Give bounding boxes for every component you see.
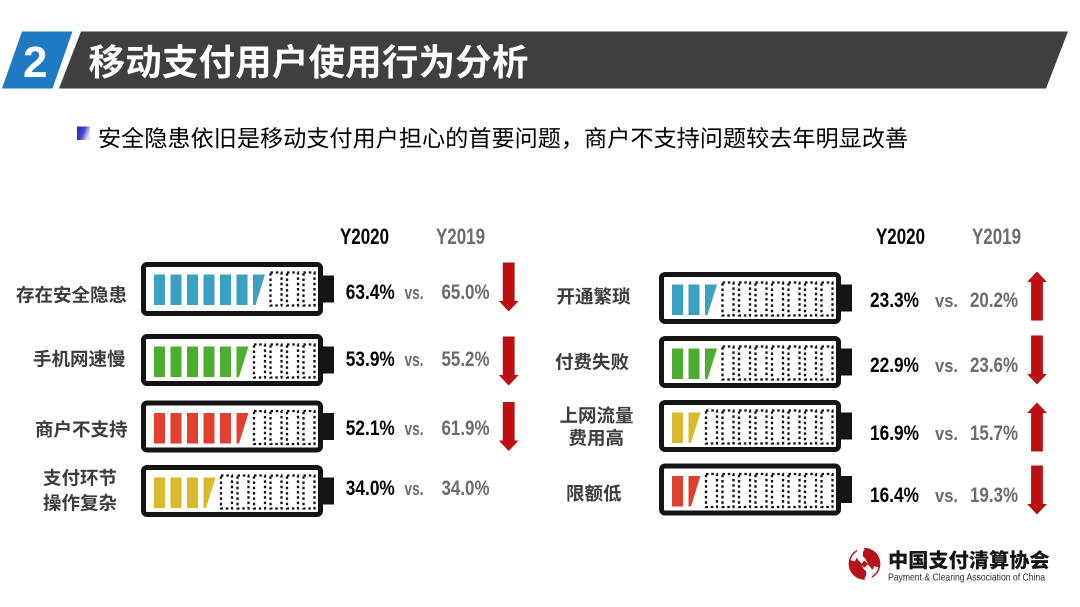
svg-text:vs.: vs. (405, 479, 424, 499)
svg-text:Y2019: Y2019 (972, 224, 1021, 249)
svg-text:vs.: vs. (405, 350, 424, 370)
svg-text:20.2%: 20.2% (970, 288, 1018, 312)
svg-text:16.4%: 16.4% (870, 483, 919, 507)
svg-text:vs.: vs. (935, 356, 958, 376)
svg-text:19.3%: 19.3% (970, 483, 1018, 507)
svg-text:Payment & Clearing Association: Payment & Clearing Association of China (888, 573, 1045, 584)
svg-text:15.7%: 15.7% (970, 421, 1018, 445)
svg-text:61.9%: 61.9% (442, 416, 490, 440)
svg-text:23.6%: 23.6% (970, 353, 1018, 377)
svg-text:53.9%: 53.9% (346, 347, 395, 371)
svg-text:2: 2 (23, 38, 47, 87)
svg-text:23.3%: 23.3% (870, 288, 919, 312)
svg-text:Y2020: Y2020 (876, 224, 925, 249)
svg-text:34.0%: 34.0% (346, 476, 395, 500)
svg-text:Y2020: Y2020 (340, 224, 389, 249)
svg-text:52.1%: 52.1% (346, 416, 395, 440)
svg-text:vs.: vs. (405, 419, 424, 439)
svg-text:vs.: vs. (935, 291, 958, 311)
svg-text:65.0%: 65.0% (442, 280, 490, 304)
svg-text:vs.: vs. (405, 283, 424, 303)
svg-text:vs.: vs. (935, 424, 958, 444)
svg-text:55.2%: 55.2% (442, 347, 490, 371)
svg-text:16.9%: 16.9% (870, 421, 919, 445)
svg-text:34.0%: 34.0% (442, 476, 490, 500)
svg-text:vs.: vs. (935, 486, 958, 506)
svg-text:22.9%: 22.9% (870, 353, 919, 377)
svg-text:Y2019: Y2019 (436, 224, 485, 249)
svg-text:63.4%: 63.4% (346, 280, 395, 304)
